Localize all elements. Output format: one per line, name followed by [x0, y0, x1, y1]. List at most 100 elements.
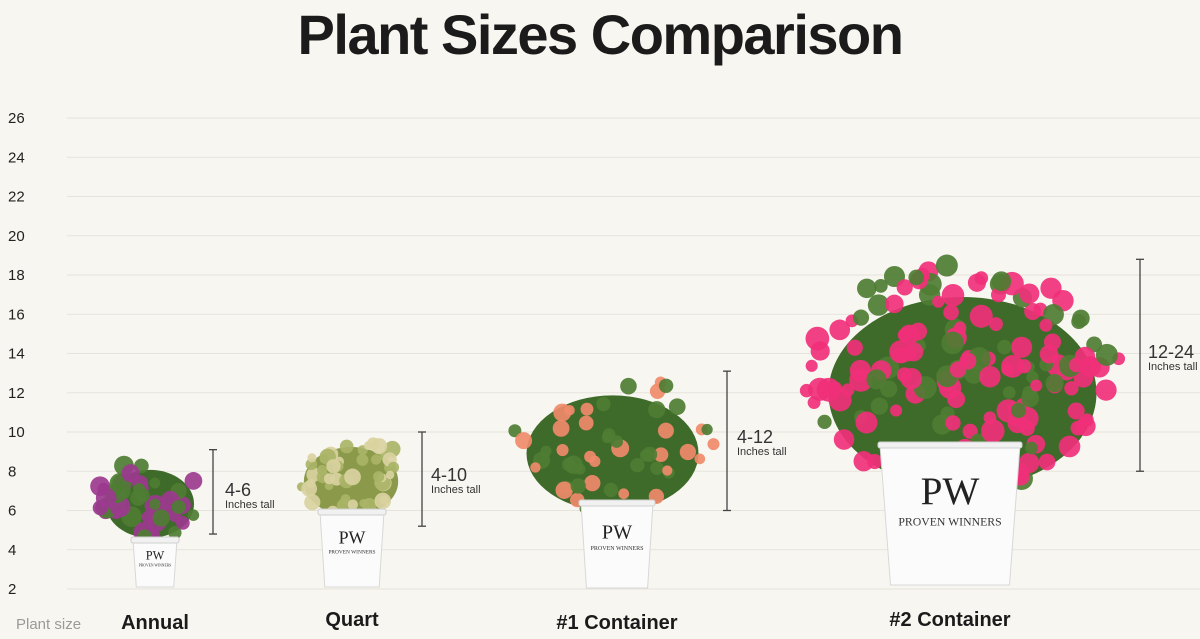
flower: [694, 453, 706, 465]
flower: [967, 273, 987, 292]
leaf: [857, 278, 877, 299]
flower: [90, 476, 110, 497]
leaf: [991, 271, 1012, 292]
flower: [1080, 413, 1094, 427]
range-unit: Inches tall: [1148, 361, 1198, 373]
flower: [304, 494, 321, 511]
leaf: [187, 509, 200, 521]
category-label: Quart: [325, 609, 379, 631]
range-unit: Inches tall: [225, 499, 275, 511]
category-label: Annual: [121, 612, 189, 634]
y-tick-label: 24: [8, 149, 25, 166]
flower: [184, 472, 203, 490]
flower: [657, 422, 674, 439]
leaf: [817, 414, 832, 430]
range-label: 12-24 Inches tall: [1148, 343, 1198, 374]
leaf: [570, 478, 586, 494]
flower: [552, 420, 570, 437]
flower: [1038, 453, 1056, 471]
leaf: [935, 254, 958, 277]
leaf: [1010, 402, 1027, 418]
leaf: [658, 378, 674, 393]
pot-brand-text: PROVEN WINNERS: [590, 546, 643, 552]
y-tick-label: 16: [8, 306, 25, 323]
flower: [347, 499, 358, 510]
flower: [589, 455, 601, 467]
flower: [530, 462, 541, 473]
leaf: [630, 457, 645, 473]
y-tick-label: 18: [8, 267, 25, 284]
leaf: [540, 445, 552, 457]
flower: [176, 516, 190, 530]
flower: [896, 279, 913, 296]
flower: [1067, 402, 1085, 420]
flower: [846, 339, 863, 356]
pot-rim: [578, 499, 656, 507]
range-value: 4-10: [431, 465, 468, 485]
flower: [374, 492, 392, 510]
flower: [1039, 344, 1059, 364]
pw-logo: PW: [339, 528, 366, 548]
flower: [1030, 379, 1043, 392]
flower: [1017, 359, 1032, 374]
flower: [618, 488, 630, 500]
flower: [941, 284, 965, 307]
pw-logo: PW: [602, 522, 632, 544]
flower: [900, 367, 923, 390]
leaf: [610, 435, 623, 448]
leaf: [650, 461, 664, 475]
leaf: [387, 461, 400, 474]
flower: [580, 402, 594, 416]
leaf: [1095, 343, 1118, 366]
flower: [1040, 277, 1062, 299]
flower: [1068, 357, 1084, 373]
flower: [808, 377, 832, 401]
flower: [121, 464, 140, 483]
leaf: [870, 397, 889, 415]
leaf: [133, 483, 146, 496]
leaf: [356, 453, 369, 466]
flower: [853, 451, 874, 472]
leaf: [873, 279, 888, 293]
flower: [385, 470, 395, 480]
flower: [828, 388, 852, 412]
flower: [1011, 336, 1033, 358]
flower: [662, 465, 673, 476]
flower: [1019, 283, 1040, 304]
y-tick-label: 10: [8, 424, 25, 441]
flower: [1019, 420, 1035, 436]
flower: [954, 321, 967, 334]
leaf: [867, 294, 890, 316]
leaf: [852, 309, 870, 326]
pot-brand-text: PROVEN WINNERS: [328, 549, 375, 555]
flower: [1058, 435, 1081, 458]
y-tick-label: 6: [8, 503, 16, 520]
flower: [679, 443, 697, 461]
flower: [1095, 379, 1117, 401]
range-value: 4-12: [737, 427, 774, 447]
flower: [805, 359, 818, 372]
leaf: [1025, 441, 1038, 455]
flower: [991, 287, 1006, 303]
leaf: [168, 526, 182, 540]
flower: [805, 326, 830, 351]
flower: [363, 441, 373, 450]
y-tick-label: 12: [8, 385, 25, 402]
leaf: [941, 331, 964, 355]
pot-rim: [877, 441, 1023, 449]
leaf: [152, 509, 170, 527]
x-axis-label: Plant size: [16, 616, 82, 633]
range-label: 4-10 Inches tall: [431, 466, 481, 497]
y-tick-label: 14: [8, 346, 25, 363]
leaf: [171, 499, 186, 514]
pot-rim: [317, 508, 387, 516]
flower: [932, 295, 945, 308]
leaf: [339, 439, 354, 454]
y-tick-label: 4: [8, 542, 16, 559]
flower: [979, 365, 1001, 388]
flower: [301, 480, 318, 497]
flower: [943, 304, 959, 321]
